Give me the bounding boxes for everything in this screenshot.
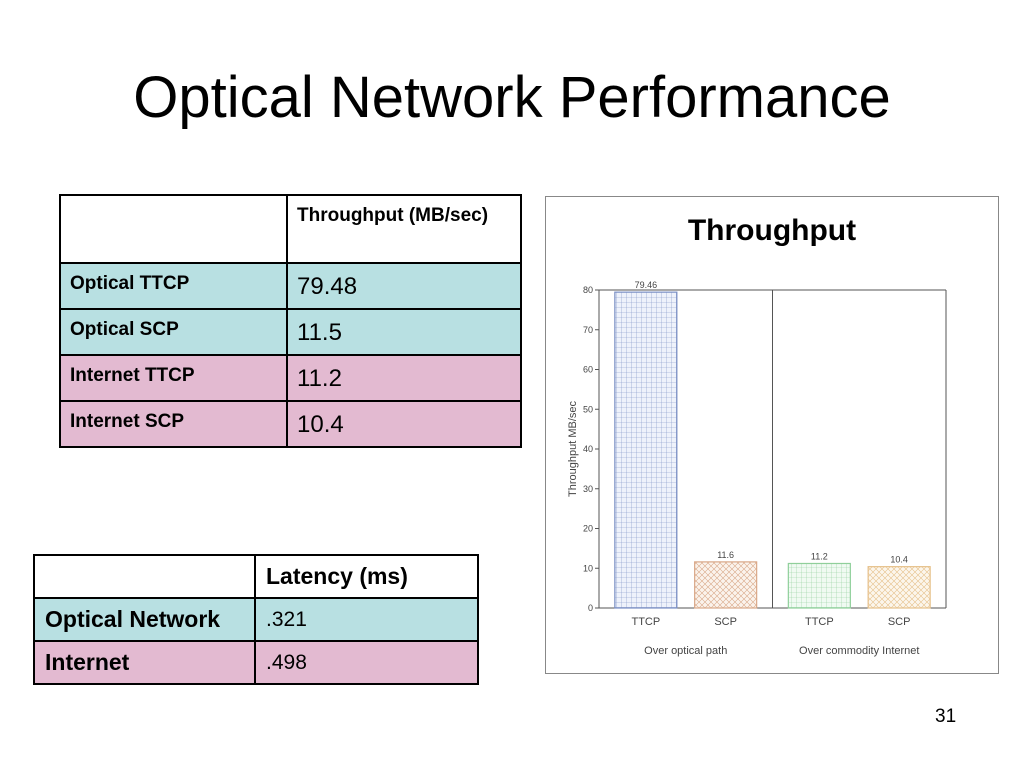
throughput-table: Throughput (MB/sec) Optical TTCP 79.48 O… xyxy=(59,194,522,448)
table-row: Internet TTCP 11.2 xyxy=(59,354,522,402)
bar-value-label: 79.46 xyxy=(635,280,658,290)
page-number: 31 xyxy=(935,706,957,727)
row-label: Internet SCP xyxy=(59,400,288,448)
y-tick-label: 80 xyxy=(583,285,593,295)
bar xyxy=(614,291,678,609)
bar-value-label: 11.2 xyxy=(811,551,828,561)
y-tick-label: 70 xyxy=(583,325,593,335)
y-tick-label: 30 xyxy=(583,484,593,494)
table-row: Optical Network .321 xyxy=(33,597,479,642)
y-tick-label: 20 xyxy=(583,524,593,534)
y-tick-label: 0 xyxy=(588,603,593,613)
table-header-row: Throughput (MB/sec) xyxy=(59,194,522,264)
bar xyxy=(867,566,931,609)
table-row: Optical TTCP 79.48 xyxy=(59,262,522,310)
x-group-label: Over commodity Internet xyxy=(799,645,919,657)
row-value: .321 xyxy=(254,597,479,642)
header-cell-latency: Latency (ms) xyxy=(254,554,479,599)
x-category-label: SCP xyxy=(714,616,737,628)
row-label: Internet xyxy=(33,640,256,685)
row-value: 11.2 xyxy=(286,354,522,402)
x-category-label: TTCP xyxy=(631,616,660,628)
row-value: 11.5 xyxy=(286,308,522,356)
chart-plot: 0 10 20 30 40 50 60 70 80 Throughput MB/sec 79.46 T… xyxy=(567,280,947,657)
header-cell-empty xyxy=(33,554,256,599)
bar xyxy=(787,562,851,609)
slide-title: Optical Network Performance xyxy=(133,65,891,130)
chart-title: Throughput xyxy=(687,214,857,247)
table-row: Internet SCP 10.4 xyxy=(59,400,522,448)
latency-table: Latency (ms) Optical Network .321 Intern… xyxy=(33,554,479,685)
row-value: .498 xyxy=(254,640,479,685)
y-tick-label: 50 xyxy=(583,404,593,414)
table-header-row: Latency (ms) xyxy=(33,554,479,599)
bar xyxy=(694,561,758,609)
y-tick-label: 40 xyxy=(583,444,593,454)
bar-value-label: 11.6 xyxy=(717,550,734,560)
header-cell-throughput: Throughput (MB/sec) xyxy=(286,194,522,264)
row-label: Optical SCP xyxy=(59,308,288,356)
row-label: Optical TTCP xyxy=(59,262,288,310)
y-tick-label: 60 xyxy=(583,365,593,375)
row-label: Internet TTCP xyxy=(59,354,288,402)
x-category-label: TTCP xyxy=(805,616,834,628)
throughput-chart: Throughput 0 10 20 30 40 50 60 70 80 Throughput M… xyxy=(545,196,999,674)
x-category-label: SCP xyxy=(888,616,911,628)
y-tick-label: 10 xyxy=(583,563,593,573)
row-label: Optical Network xyxy=(33,597,256,642)
y-axis-label: Throughput MB/sec xyxy=(567,401,579,497)
table-row: Optical SCP 11.5 xyxy=(59,308,522,356)
header-cell-empty xyxy=(59,194,288,264)
x-group-label: Over optical path xyxy=(644,645,727,657)
row-value: 10.4 xyxy=(286,400,522,448)
table-row: Internet .498 xyxy=(33,640,479,685)
bar-value-label: 10.4 xyxy=(890,555,908,565)
row-value: 79.48 xyxy=(286,262,522,310)
